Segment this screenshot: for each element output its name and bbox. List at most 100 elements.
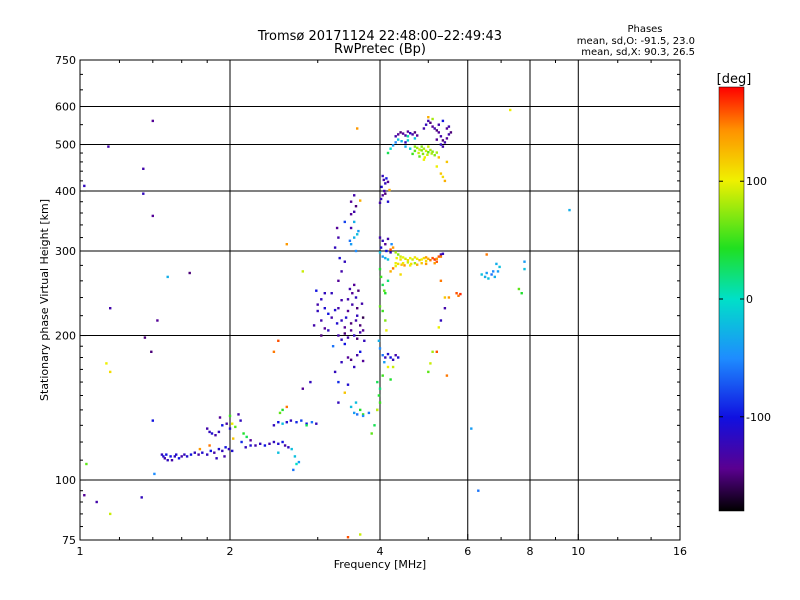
y-tick-label: 500 xyxy=(55,139,76,152)
data-point xyxy=(409,132,412,135)
data-point xyxy=(356,413,359,416)
data-point xyxy=(424,259,428,263)
data-point xyxy=(397,253,400,256)
data-point xyxy=(386,352,390,356)
data-point xyxy=(346,536,350,539)
data-point xyxy=(427,370,430,374)
data-point xyxy=(439,279,443,282)
data-point xyxy=(173,455,176,458)
data-point xyxy=(380,185,383,189)
y-tick-label: 200 xyxy=(55,330,76,343)
data-point xyxy=(206,453,209,456)
phase-annotation-x: mean, sd,X: 90.3, 26.5 xyxy=(581,47,695,58)
data-point xyxy=(323,307,326,310)
data-point xyxy=(320,334,323,337)
data-point xyxy=(85,462,88,466)
data-point xyxy=(361,413,365,416)
data-point xyxy=(435,151,438,154)
data-point xyxy=(401,256,405,259)
data-point xyxy=(384,319,387,322)
data-point xyxy=(193,451,196,454)
data-point xyxy=(287,446,290,449)
data-point xyxy=(217,447,221,451)
data-point xyxy=(381,194,384,197)
data-point xyxy=(225,422,228,425)
data-point xyxy=(401,132,405,135)
data-point xyxy=(337,236,340,239)
data-point xyxy=(427,116,430,119)
data-point xyxy=(215,457,218,460)
data-point xyxy=(477,489,480,492)
data-point xyxy=(384,256,387,260)
data-point xyxy=(228,427,232,430)
data-point xyxy=(208,444,211,447)
data-point xyxy=(231,422,234,425)
data-point xyxy=(377,339,381,342)
data-point xyxy=(353,365,356,369)
data-point xyxy=(359,533,362,536)
data-point xyxy=(413,256,417,259)
data-point xyxy=(277,442,280,445)
data-point xyxy=(418,155,421,158)
data-point xyxy=(418,148,421,151)
data-point xyxy=(406,261,410,264)
data-point xyxy=(413,262,417,265)
data-point xyxy=(431,256,434,260)
data-point xyxy=(359,199,362,202)
data-point xyxy=(394,251,397,254)
data-point xyxy=(381,354,384,357)
data-point xyxy=(373,424,376,427)
data-point xyxy=(449,131,453,134)
colorbar xyxy=(718,86,745,512)
data-point xyxy=(388,188,391,192)
data-point xyxy=(435,165,438,168)
data-point xyxy=(431,350,434,353)
data-point xyxy=(455,292,458,295)
data-point xyxy=(378,201,382,204)
data-point xyxy=(353,210,356,213)
colorbar-label: [deg] xyxy=(717,72,752,87)
data-point xyxy=(277,339,280,342)
data-point xyxy=(420,145,423,148)
data-point xyxy=(391,365,395,369)
data-point xyxy=(327,329,330,332)
data-point xyxy=(447,125,451,128)
data-point xyxy=(483,275,487,279)
data-point xyxy=(361,414,365,418)
data-point xyxy=(356,127,359,130)
data-point xyxy=(433,154,436,157)
data-point xyxy=(268,442,271,445)
data-point xyxy=(441,145,445,148)
data-point xyxy=(349,200,353,203)
data-point xyxy=(95,500,98,504)
data-point xyxy=(337,380,340,384)
data-point xyxy=(331,345,335,348)
data-point xyxy=(160,453,164,456)
data-point xyxy=(312,324,316,327)
data-point xyxy=(409,147,412,150)
data-point xyxy=(348,239,352,242)
data-point xyxy=(416,263,419,266)
data-point xyxy=(224,446,227,449)
data-point xyxy=(386,258,390,261)
y-tick-label: 400 xyxy=(55,185,76,198)
data-point xyxy=(346,309,350,313)
data-point xyxy=(295,421,298,424)
data-point xyxy=(340,338,343,341)
data-point xyxy=(487,277,490,280)
data-point xyxy=(420,262,423,265)
data-point xyxy=(316,303,319,306)
data-point xyxy=(439,253,443,256)
data-point xyxy=(435,257,438,260)
data-point xyxy=(349,329,353,332)
data-point xyxy=(349,213,353,216)
data-point xyxy=(370,432,373,435)
data-point xyxy=(349,322,353,325)
data-point xyxy=(406,135,410,138)
data-point xyxy=(378,236,382,239)
data-point xyxy=(399,273,402,276)
data-point xyxy=(384,182,387,185)
data-point xyxy=(411,133,414,136)
data-point xyxy=(142,192,145,195)
data-point xyxy=(237,413,240,416)
